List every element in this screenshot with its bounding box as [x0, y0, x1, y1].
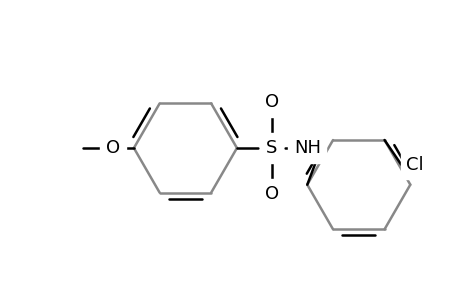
Text: Cl: Cl	[405, 156, 423, 174]
Text: O: O	[264, 93, 278, 111]
Text: S: S	[265, 139, 277, 157]
Text: O: O	[106, 139, 120, 157]
Text: NH: NH	[293, 139, 320, 157]
Text: O: O	[264, 184, 278, 202]
